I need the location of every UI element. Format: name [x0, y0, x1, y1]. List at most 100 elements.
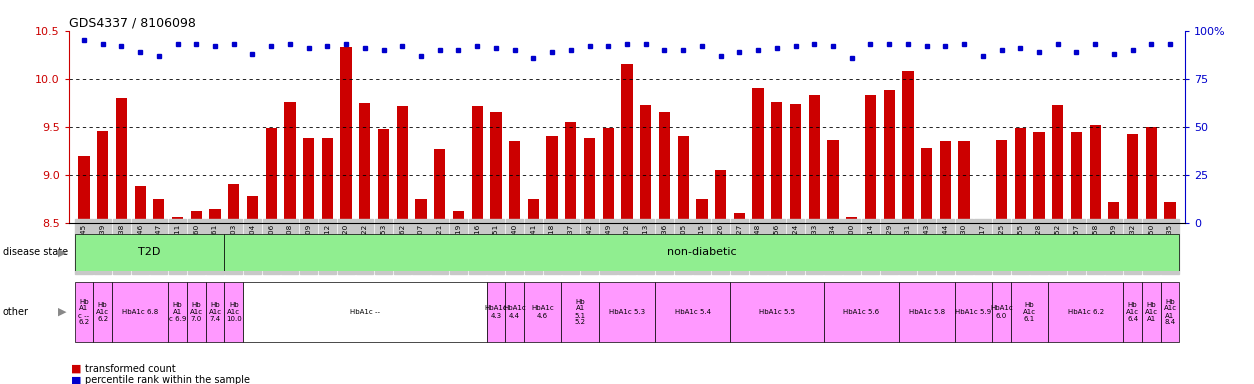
Bar — [1033, 132, 1045, 223]
Bar — [341, 47, 351, 223]
Bar — [752, 88, 764, 223]
Bar — [1124, 282, 1142, 342]
Bar — [1161, 282, 1180, 342]
Bar — [622, 65, 632, 223]
Bar — [899, 282, 954, 342]
Bar — [696, 199, 707, 223]
Bar — [1090, 125, 1101, 223]
Bar — [266, 127, 277, 223]
Bar — [191, 211, 202, 223]
Bar — [206, 282, 224, 342]
Bar — [472, 106, 483, 223]
Text: HbA1c 5.6: HbA1c 5.6 — [843, 309, 879, 315]
Bar — [655, 282, 730, 342]
Bar — [490, 112, 502, 223]
Bar — [677, 136, 688, 223]
Bar — [846, 217, 858, 223]
Bar — [1127, 134, 1139, 223]
Bar — [487, 282, 505, 342]
Text: other: other — [3, 307, 29, 317]
Bar — [247, 196, 258, 223]
Text: Hb
A1c
7.4: Hb A1c 7.4 — [208, 302, 222, 322]
Text: HbA1c 6.2: HbA1c 6.2 — [1067, 309, 1104, 315]
Text: Hb
A1c
A1: Hb A1c A1 — [1145, 302, 1157, 322]
Bar — [524, 282, 562, 342]
Bar — [243, 282, 487, 342]
Bar — [547, 136, 558, 223]
Bar — [285, 102, 296, 223]
Bar — [93, 282, 112, 342]
Text: Hb
A1
c 6.9: Hb A1 c 6.9 — [169, 302, 187, 322]
Bar — [528, 199, 539, 223]
Text: HbA1c 5.3: HbA1c 5.3 — [609, 309, 645, 315]
Bar — [566, 122, 577, 223]
Bar — [730, 282, 824, 342]
Bar — [658, 112, 670, 223]
Bar — [97, 131, 108, 223]
Text: HbA1c 6.8: HbA1c 6.8 — [122, 309, 158, 315]
Text: ■: ■ — [71, 375, 82, 384]
Bar — [115, 98, 127, 223]
Text: disease state: disease state — [3, 247, 68, 258]
Bar — [939, 141, 951, 223]
Text: Hb
A1c
6.2: Hb A1c 6.2 — [97, 302, 109, 322]
Text: HbA1c
4.4: HbA1c 4.4 — [503, 306, 525, 318]
Text: GDS4337 / 8106098: GDS4337 / 8106098 — [69, 17, 196, 30]
Bar — [112, 282, 168, 342]
Bar — [322, 138, 334, 223]
Text: Hb
A1c
6.4: Hb A1c 6.4 — [1126, 302, 1139, 322]
Bar — [209, 209, 221, 223]
Text: Hb
A1c
7.0: Hb A1c 7.0 — [189, 302, 203, 322]
Bar — [505, 282, 524, 342]
Bar — [790, 104, 801, 223]
Bar — [396, 106, 408, 223]
Bar — [1146, 127, 1157, 223]
Bar — [954, 282, 992, 342]
Bar — [562, 282, 599, 342]
Bar — [303, 138, 315, 223]
Bar — [187, 282, 206, 342]
Bar — [715, 170, 726, 223]
Bar — [1109, 202, 1120, 223]
Bar — [453, 211, 464, 223]
Bar — [958, 141, 969, 223]
Bar — [920, 148, 932, 223]
Text: ▶: ▶ — [58, 247, 66, 258]
Text: Hb
A1c
A1
8.4: Hb A1c A1 8.4 — [1164, 298, 1176, 326]
Bar — [884, 90, 895, 223]
Text: T2D: T2D — [138, 247, 161, 258]
Text: HbA1c --: HbA1c -- — [350, 309, 380, 315]
Text: HbA1c 5.4: HbA1c 5.4 — [675, 309, 711, 315]
Bar — [359, 103, 370, 223]
Text: HbA1c
4.3: HbA1c 4.3 — [484, 306, 508, 318]
Text: non-diabetic: non-diabetic — [667, 247, 736, 258]
Bar — [1014, 127, 1026, 223]
Text: percentile rank within the sample: percentile rank within the sample — [85, 375, 251, 384]
Bar — [172, 217, 183, 223]
Text: transformed count: transformed count — [85, 364, 176, 374]
Bar — [224, 282, 243, 342]
Bar — [415, 199, 426, 223]
Bar — [1142, 282, 1161, 342]
Bar — [977, 221, 988, 223]
Text: Hb
A1
5.1
5.2: Hb A1 5.1 5.2 — [574, 298, 586, 326]
Bar — [828, 140, 839, 223]
Bar — [599, 282, 655, 342]
Text: ■: ■ — [71, 364, 82, 374]
Bar — [734, 213, 745, 223]
Bar — [153, 199, 164, 223]
Bar — [377, 129, 389, 223]
Bar — [865, 95, 877, 223]
Text: Hb
A1c
6.1: Hb A1c 6.1 — [1023, 302, 1036, 322]
Bar — [434, 149, 445, 223]
Bar — [1011, 282, 1048, 342]
Bar — [584, 138, 596, 223]
Bar — [809, 95, 820, 223]
Text: HbA1c
6.0: HbA1c 6.0 — [991, 306, 1013, 318]
Bar — [771, 102, 782, 223]
Text: Hb
A1c
10.0: Hb A1c 10.0 — [226, 302, 242, 322]
Bar — [1052, 104, 1063, 223]
Bar — [640, 104, 651, 223]
Bar — [824, 282, 899, 342]
Bar — [996, 140, 1007, 223]
